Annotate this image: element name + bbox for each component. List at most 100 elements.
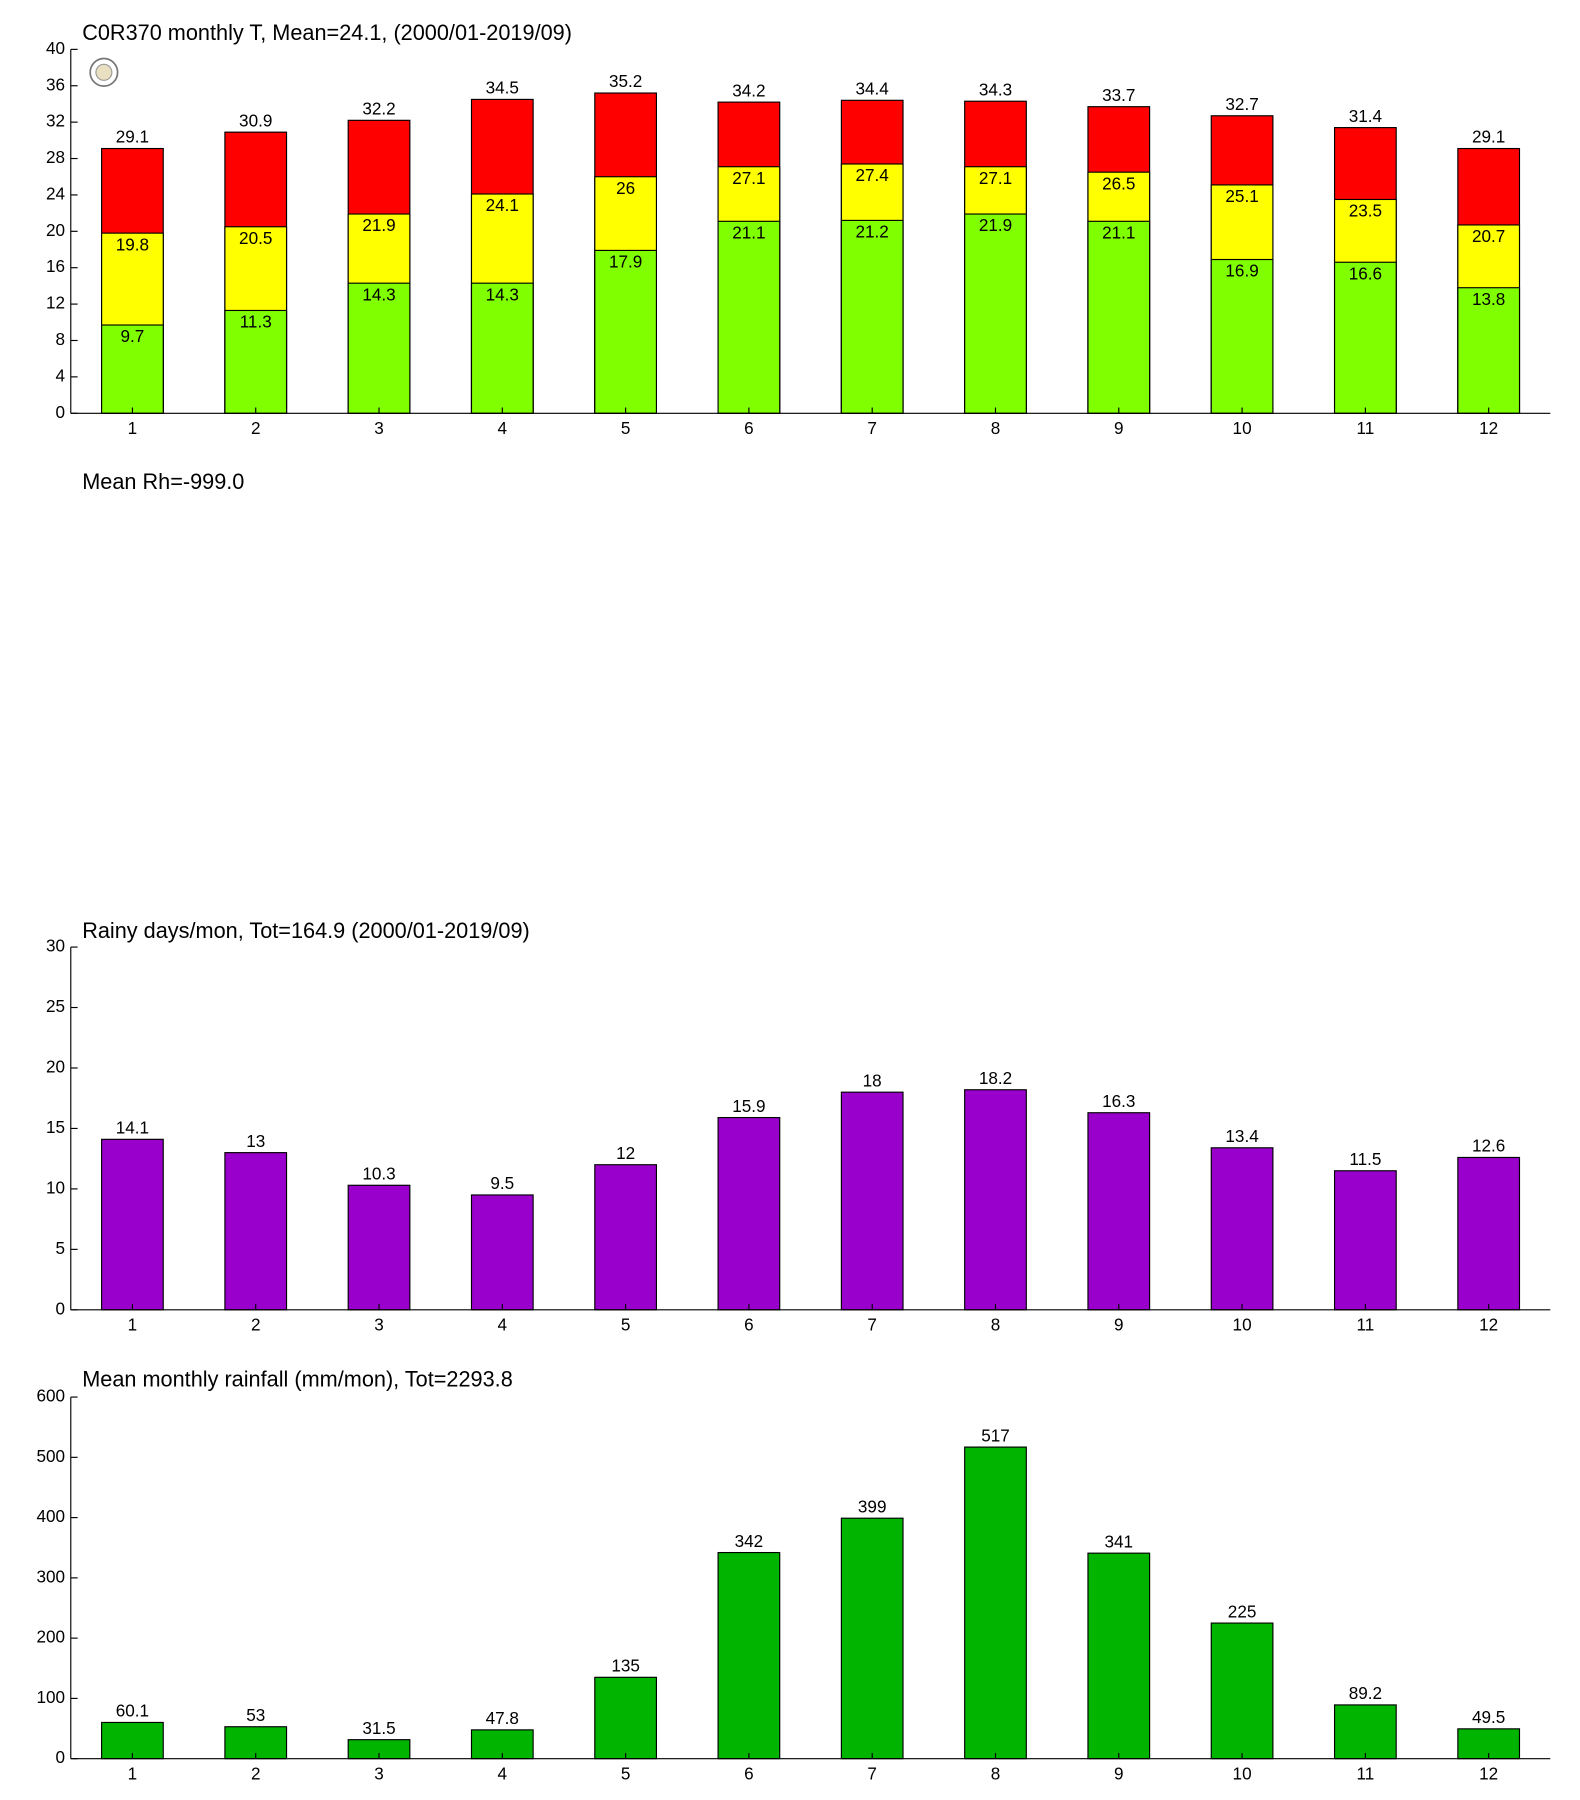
x-tick-label: 11 [1356,1763,1374,1783]
bar [1457,1156,1521,1311]
x-tick-label: 9 [1114,1763,1124,1783]
bar [1210,258,1274,414]
x-tick-label: 7 [867,1763,877,1783]
y-tick-label: 15 [46,1117,65,1137]
bar [470,1194,534,1311]
value-label: 21.2 [856,222,889,242]
value-label: 9.5 [490,1173,514,1193]
bar [594,1676,658,1760]
x-tick-label: 2 [251,1763,261,1783]
bar [594,1164,658,1311]
x-tick-label: 7 [867,418,877,438]
x-tick-label: 12 [1479,1763,1498,1783]
y-tick-label: 20 [46,1056,65,1076]
y-tick-label: 12 [46,293,65,313]
y-tick-label: 25 [46,996,65,1016]
y-tick-label: 0 [56,1747,66,1767]
bar [840,219,904,414]
value-label: 29.1 [1472,127,1505,147]
value-label: 49.5 [1472,1707,1505,1727]
y-tick-label: 300 [37,1566,66,1586]
value-label: 11.3 [240,312,272,332]
bar [840,1091,904,1311]
bar [101,1138,164,1311]
value-label: 21.9 [979,215,1012,235]
y-tick-label: 20 [46,220,65,240]
value-label: 34.2 [732,80,765,100]
y-tick-label: 36 [46,74,65,94]
y-tick-label: 4 [56,365,66,385]
value-label: 23.5 [1349,201,1382,221]
x-tick-label: 10 [1233,1763,1252,1783]
y-tick-label: 0 [56,402,66,422]
value-label: 35.2 [609,71,642,91]
value-label: 16.3 [1102,1091,1135,1111]
value-label: 26 [616,178,635,198]
y-tick-label: 100 [37,1687,66,1707]
value-label: 27.1 [732,168,765,188]
x-tick-label: 6 [744,1763,754,1783]
value-label: 225 [1228,1601,1257,1621]
value-label: 32.2 [362,98,395,118]
bar [347,282,411,414]
value-label: 30.9 [239,110,272,130]
x-tick-label: 4 [498,418,508,438]
value-label: 17.9 [609,252,642,272]
value-label: 53 [246,1705,265,1725]
x-tick-label: 8 [991,418,1001,438]
bar [101,324,164,414]
value-label: 18 [863,1070,882,1090]
value-label: 47.8 [486,1708,519,1728]
value-label: 34.3 [979,79,1012,99]
x-tick-label: 10 [1233,1314,1252,1334]
value-label: 24.1 [486,195,519,215]
value-label: 34.4 [856,78,890,98]
value-label: 21.9 [362,215,395,235]
bar [1333,261,1397,414]
bar [1457,287,1521,414]
x-tick-label: 5 [621,1763,631,1783]
bar [1087,220,1151,414]
value-label: 9.7 [121,326,145,346]
x-tick-label: 11 [1356,1314,1374,1334]
x-tick-label: 1 [128,418,138,438]
y-tick-label: 32 [46,111,65,131]
x-tick-label: 3 [374,1314,384,1334]
value-label: 19.8 [116,234,149,254]
value-label: 21.1 [732,222,765,242]
bar [964,213,1027,414]
x-tick-label: 8 [991,1314,1001,1334]
y-tick-label: 600 [37,1386,66,1406]
bar [717,1116,781,1311]
bar [224,1152,288,1311]
value-label: 34.5 [486,78,519,98]
x-tick-label: 9 [1114,1314,1124,1334]
y-tick-label: 5 [56,1238,66,1258]
value-label: 25.1 [1225,186,1258,206]
x-tick-label: 11 [1356,418,1374,438]
bar [594,249,658,414]
value-label: 10.3 [362,1163,395,1183]
value-label: 399 [858,1496,887,1516]
value-label: 21.1 [1102,222,1135,242]
y-tick-label: 30 [46,936,65,956]
value-label: 135 [611,1655,640,1675]
x-tick-label: 4 [498,1314,508,1334]
x-tick-label: 3 [374,1763,384,1783]
value-label: 16.6 [1349,263,1382,283]
value-label: 341 [1105,1531,1134,1551]
bar [964,1089,1027,1311]
x-tick-label: 7 [867,1314,877,1334]
value-label: 13.8 [1472,289,1505,309]
x-tick-label: 5 [621,418,631,438]
y-tick-label: 16 [46,256,65,276]
value-label: 20.5 [239,228,272,248]
value-label: 15.9 [732,1096,765,1116]
value-label: 18.2 [979,1068,1012,1088]
value-label: 60.1 [116,1701,149,1721]
bar [224,309,288,414]
bar [1087,1552,1151,1760]
x-tick-label: 6 [744,1314,754,1334]
